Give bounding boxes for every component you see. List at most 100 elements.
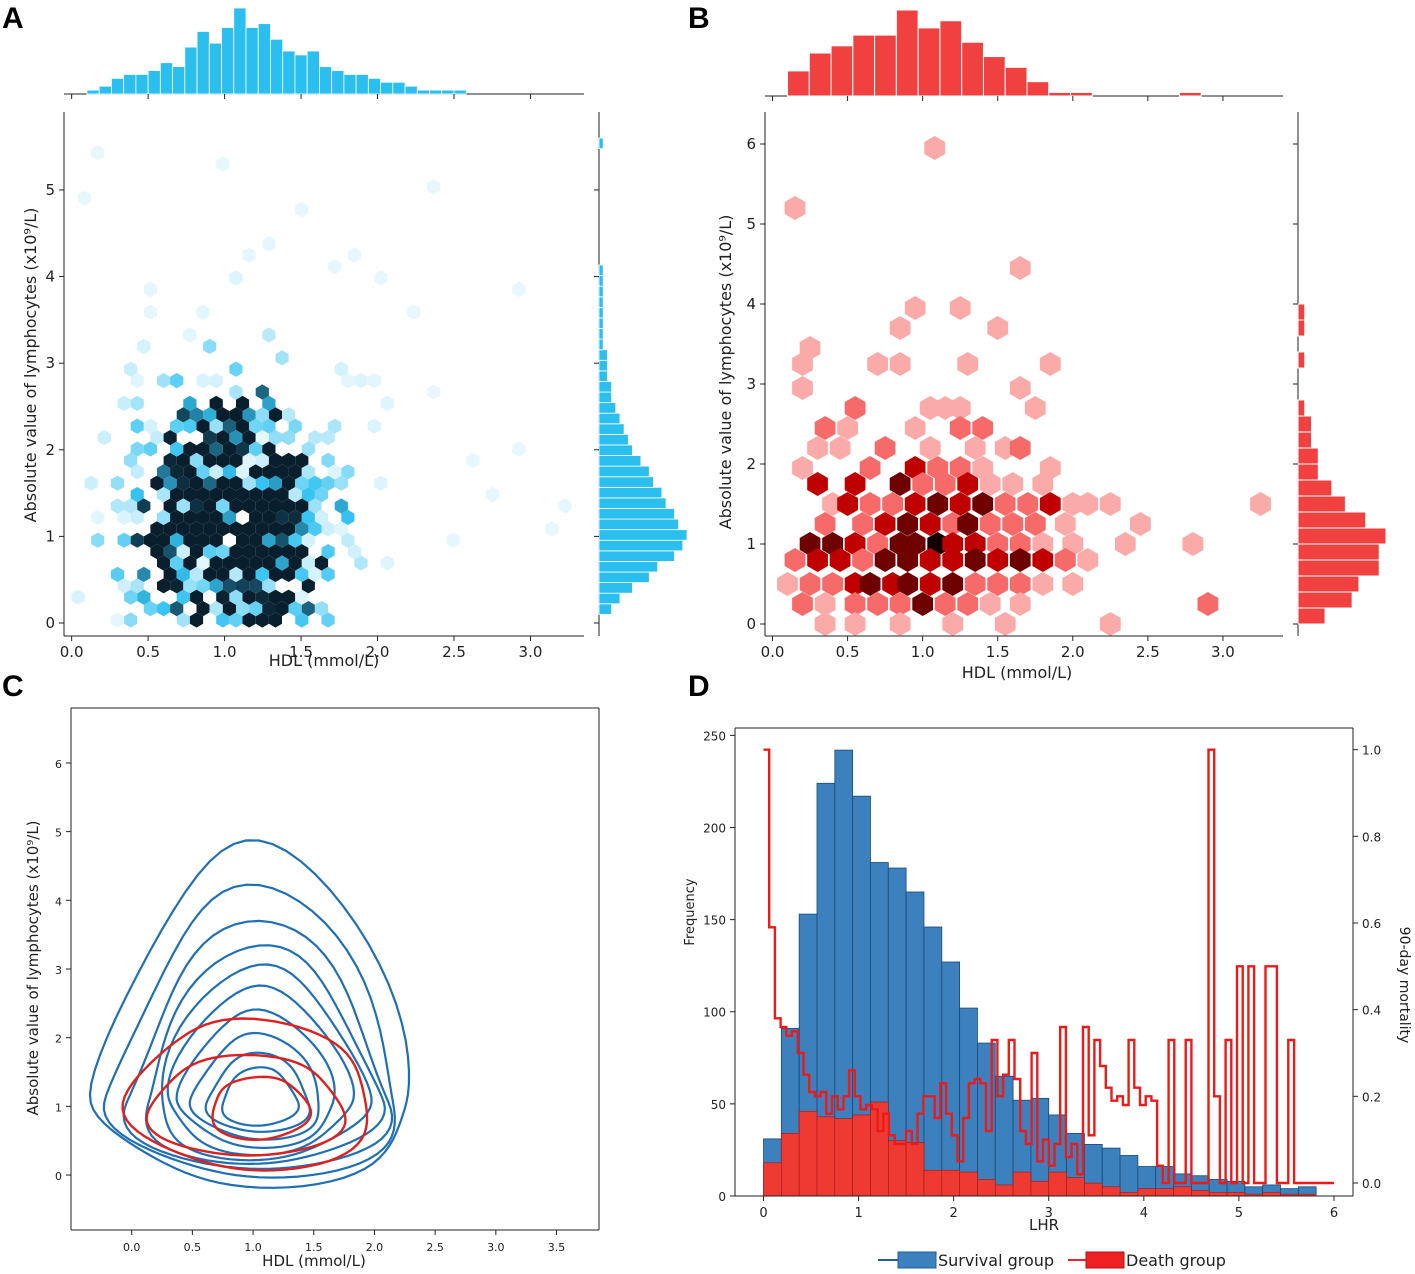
marginal-y-bar: [1297, 479, 1333, 497]
hexbin-cell: [170, 418, 184, 434]
contour-survival: [175, 1008, 336, 1150]
death-bar: [1137, 1188, 1157, 1197]
hexbin-cell: [97, 430, 111, 446]
hexbin-cell: [942, 548, 964, 572]
hexbin-cell: [964, 532, 986, 556]
marginal-y-bar: [598, 582, 633, 594]
hexbin-cell: [1032, 572, 1054, 596]
hexbin-cell: [1009, 436, 1031, 460]
hexbin-cell: [255, 589, 269, 605]
panel-b-ytick-label: 1: [746, 535, 756, 553]
hexbin-cell: [170, 464, 184, 480]
marginal-y-bar: [598, 391, 612, 404]
hexbin-cell: [859, 492, 881, 516]
hexbin-cell: [189, 498, 204, 514]
panel-a-xtick-label: 2.5: [442, 643, 466, 661]
hexbin-cell: [176, 612, 190, 628]
marginal-y-bar: [598, 592, 621, 605]
marginal-y-bar: [1297, 399, 1306, 417]
hexbin-cell: [209, 578, 223, 594]
hexbin-cell: [117, 509, 131, 525]
hexbin-cell: [196, 304, 210, 320]
marginal-x-bar: [380, 81, 394, 95]
hexbin-cell: [196, 487, 210, 503]
panel-b-ytick-label: 2: [746, 455, 756, 473]
marginal-y-bar: [598, 571, 650, 583]
hexbin-cell: [282, 475, 296, 491]
contour-survival: [204, 1051, 311, 1133]
hexbin-cell: [124, 452, 138, 468]
hexbin-cell: [814, 416, 836, 440]
marginal-x-bar: [874, 34, 897, 97]
hexbin-cell: [143, 532, 157, 548]
hexbin-cell: [183, 509, 197, 525]
panel-c-ylabel: Absolute value of lymphocytes (x10⁹/L): [24, 820, 42, 1115]
hexbin-cell: [295, 566, 309, 582]
hexbin-cell: [268, 498, 282, 514]
marginal-x-bar: [917, 27, 941, 97]
contour-survival: [160, 963, 373, 1162]
hexbin-cell: [558, 498, 572, 514]
hexbin-cell: [1115, 532, 1136, 556]
hexbin-cell: [130, 395, 144, 411]
marginal-y-bar: [1297, 447, 1319, 465]
panel-c-ytick-label: 2: [55, 1033, 62, 1046]
hexbin-cell: [255, 612, 269, 628]
hexbin-cell: [912, 472, 933, 496]
panel-c-ytick-label: 5: [55, 827, 62, 840]
contour-survival: [88, 839, 411, 1189]
hexbin-cell: [255, 521, 269, 537]
marginal-y-bar: [598, 381, 612, 393]
hexbin-cell: [282, 430, 296, 446]
hexbin-cell: [852, 548, 873, 572]
panel-d-xtick-label: 5: [1235, 1206, 1243, 1221]
hexbin-cell: [919, 436, 941, 460]
hexbin-cell: [321, 452, 335, 468]
hexbin-cell: [904, 492, 926, 516]
hexbin-cell: [957, 512, 979, 536]
marginal-y-bar: [598, 518, 680, 531]
hexbin-cell: [341, 509, 355, 525]
legend-death-swatch: [1085, 1251, 1125, 1269]
hexbin-cell: [314, 509, 329, 525]
hexbin-cell: [117, 395, 131, 411]
panel-a-xtick-label: 1.5: [289, 643, 313, 661]
hexbin-cell: [867, 352, 888, 376]
death-bar: [1191, 1190, 1210, 1197]
hexbin-cell: [189, 589, 204, 605]
hexbin-cell: [209, 441, 223, 457]
panel-c-ytick-label: 3: [55, 964, 62, 977]
hexbin-cell: [209, 509, 223, 525]
panel-label-d: D: [688, 670, 710, 703]
hexbin-cell: [328, 259, 342, 275]
hexbin-cell: [897, 548, 918, 572]
hexbin-cell: [912, 592, 933, 616]
hexbin-cell: [852, 512, 873, 536]
hexbin-cell: [196, 418, 210, 434]
hexbin-cell: [972, 492, 994, 516]
hexbin-cell: [792, 352, 813, 376]
hexbin-cell: [859, 572, 881, 596]
hexbin-cell: [196, 578, 210, 594]
hexbin-cell: [275, 509, 289, 525]
marginal-x-bar: [245, 27, 259, 95]
hexbin-cell: [545, 521, 559, 537]
hexbin-cell: [222, 509, 236, 525]
hexbin-cell: [91, 145, 105, 161]
hexbin-cell: [242, 521, 256, 537]
hexbin-cell: [924, 136, 946, 160]
hexbin-cell: [295, 589, 309, 605]
hexbin-cell: [784, 196, 806, 220]
marginal-y-bar: [1297, 591, 1353, 609]
panel-b-xtick-label: 1.0: [911, 643, 935, 661]
hexbin-cell: [275, 532, 289, 548]
marginal-y-bar: [1297, 303, 1306, 321]
hexbin-cell: [354, 555, 368, 571]
hexbin-cell: [1002, 472, 1024, 496]
panel-c-ytick-label: 0: [55, 1170, 62, 1183]
panel-b-ytick-label: 6: [746, 135, 756, 153]
panel-a-ylabel: Absolute value of lymphocytes (x10⁹/L): [21, 208, 40, 523]
hexbin-cell: [157, 578, 171, 594]
hexbin-cell: [183, 395, 197, 411]
